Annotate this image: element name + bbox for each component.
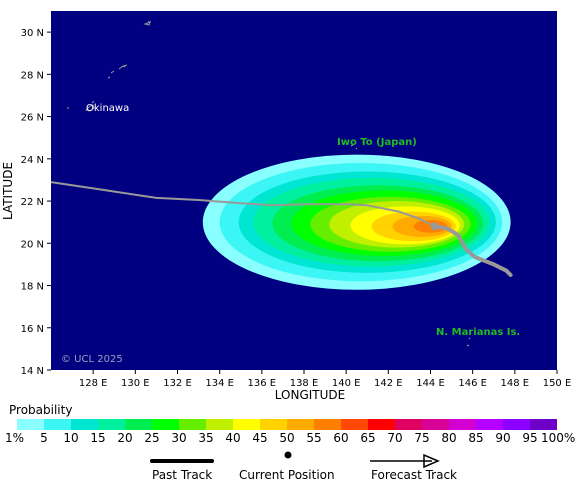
scale-color-cell — [449, 419, 476, 430]
scale-label: 55 — [306, 431, 322, 445]
scale-color-cell — [125, 419, 152, 430]
lat-tick-label: 24 N — [21, 155, 44, 166]
scale-label: 60 — [333, 431, 349, 445]
scale-label: 80 — [441, 431, 457, 445]
scale-color-cell — [233, 419, 260, 430]
current-position-legend-label: Current Position — [239, 468, 335, 482]
scale-label: 70 — [387, 431, 403, 445]
scale-color-cell — [152, 419, 179, 430]
scale-label: 45 — [252, 431, 268, 445]
lon-tick-label: 140 E — [332, 378, 361, 389]
scale-label: 20 — [117, 431, 133, 445]
current-position-marker — [430, 222, 439, 231]
scale-color-cell — [395, 419, 422, 430]
lon-tick-label: 138 E — [290, 378, 319, 389]
lon-tick-label: 132 E — [163, 378, 192, 389]
scale-label: 85 — [468, 431, 484, 445]
place-label-okinawa: Okinawa — [86, 103, 129, 114]
strike-probability-swath — [202, 154, 511, 290]
copyright-label: © UCL 2025 — [61, 354, 123, 365]
forecast-arrow-icon — [423, 453, 440, 468]
lon-tick-label: 148 E — [501, 378, 530, 389]
lon-tick-label: 130 E — [121, 378, 150, 389]
island-outline — [466, 337, 471, 347]
scale-color-cell — [179, 419, 206, 430]
scale-label: 65 — [360, 431, 376, 445]
lat-tick-label: 22 N — [21, 197, 44, 208]
forecast-track-line — [432, 224, 513, 277]
lat-tick-label: 26 N — [21, 113, 44, 124]
probability-contour-55 — [413, 220, 448, 233]
scale-label: 25 — [144, 431, 160, 445]
place-label-iwo-to: Iwo To (Japan) — [337, 137, 417, 148]
lon-tick-label: 134 E — [205, 378, 234, 389]
scale-color-cell — [260, 419, 287, 430]
okinawa-outline — [85, 100, 95, 112]
scale-label: 5 — [40, 431, 48, 445]
island-coastlines — [67, 21, 471, 347]
probability-scale-labels: 1% 5 10 15 20 25 30 35 40 45 50 55 60 65 70 75 80 85 90 95 1… — [5, 431, 575, 445]
lon-tick-label: 150 E — [543, 378, 572, 389]
scale-label: 1% — [5, 431, 25, 445]
track-legend-icons — [150, 451, 440, 468]
scale-label: 40 — [225, 431, 241, 445]
scale-color-cell — [314, 419, 341, 430]
latitude-tick-labels: 30 N 28 N 26 N 24 N 22 N 20 N 18 N 16 N 14 N — [21, 28, 44, 377]
past-track-line — [50, 181, 436, 228]
scale-color-cell — [476, 419, 503, 430]
past-track-legend-label: Past Track — [152, 468, 213, 482]
scale-color-cell — [17, 419, 44, 430]
island-outline — [107, 64, 128, 79]
scale-color-cell — [341, 419, 368, 430]
storm-probability-map: Okinawa Iwo To (Japan) N. Marianas Is. ©… — [1, 11, 571, 400]
longitude-tick-labels: 128 E 130 E 132 E 134 E 136 E 138 E 140 E 142 E… — [79, 378, 571, 389]
island-outline — [143, 21, 151, 26]
scale-label: 75 — [414, 431, 430, 445]
scale-color-cell — [530, 419, 557, 430]
scale-color-cell — [422, 419, 449, 430]
scale-color-cell — [44, 419, 71, 430]
legend-title: Probability — [9, 403, 73, 417]
axis-ticks — [47, 31, 558, 374]
lat-tick-label: 16 N — [21, 324, 44, 335]
lat-tick-label: 14 N — [21, 366, 44, 377]
scale-label: 50 — [279, 431, 295, 445]
scale-label: 10 — [63, 431, 79, 445]
lat-tick-label: 20 N — [21, 239, 44, 250]
lon-tick-label: 144 E — [416, 378, 445, 389]
lon-tick-label: 136 E — [248, 378, 277, 389]
place-label-n-marianas: N. Marianas Is. — [436, 327, 520, 338]
scale-color-cell — [98, 419, 125, 430]
lat-tick-label: 18 N — [21, 282, 44, 293]
y-axis-title: LATITUDE — [1, 162, 15, 220]
lat-tick-label: 30 N — [21, 28, 44, 39]
lat-tick-label: 28 N — [21, 70, 44, 81]
iwo-to-outline — [350, 144, 358, 150]
scale-label: 15 — [90, 431, 106, 445]
current-position-legend-dot — [284, 451, 292, 459]
scale-label: 35 — [198, 431, 214, 445]
scale-label: 30 — [171, 431, 187, 445]
scale-color-cell — [287, 419, 314, 430]
scale-label: 100% — [541, 431, 576, 445]
lon-tick-label: 142 E — [374, 378, 403, 389]
scale-label: 95 — [522, 431, 538, 445]
forecast-track-legend-label: Forecast Track — [371, 468, 457, 482]
scale-color-cell — [503, 419, 530, 430]
scale-color-cell — [206, 419, 233, 430]
lon-tick-label: 128 E — [79, 378, 108, 389]
probability-color-scale — [17, 419, 557, 430]
scale-color-cell — [368, 419, 395, 430]
lon-tick-label: 146 E — [458, 378, 487, 389]
x-axis-title: LONGITUDE — [275, 388, 345, 400]
scale-label: 90 — [495, 431, 511, 445]
scale-color-cell — [71, 419, 98, 430]
